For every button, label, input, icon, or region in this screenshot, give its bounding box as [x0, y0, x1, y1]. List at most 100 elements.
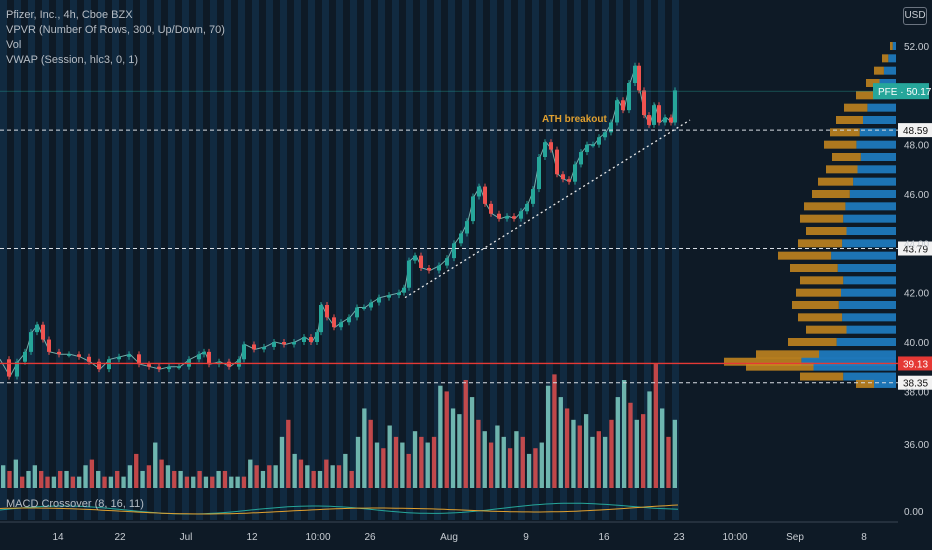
session-band — [238, 0, 245, 520]
volume-bar — [235, 476, 240, 488]
candle — [663, 117, 667, 123]
legend-vol[interactable]: Vol — [6, 39, 22, 51]
volume-bar — [77, 476, 82, 488]
candle — [669, 117, 673, 123]
candle — [579, 152, 583, 165]
x-tick-label: Aug — [440, 532, 458, 543]
candle — [252, 344, 256, 350]
x-tick-label: 9 — [523, 532, 529, 543]
session-band — [574, 0, 581, 520]
candle — [57, 351, 61, 355]
candle — [97, 361, 101, 370]
session-band — [672, 0, 679, 520]
vpvr-row-down — [812, 190, 850, 198]
volume-bar — [305, 465, 310, 488]
vpvr-row-down — [874, 66, 884, 75]
volume-bar — [539, 442, 544, 488]
x-tick-label: 22 — [114, 532, 126, 543]
vpvr-row-up — [836, 338, 896, 346]
volume-bar — [615, 397, 620, 488]
session-band — [294, 0, 301, 520]
session-band — [14, 0, 21, 520]
session-band — [476, 0, 483, 520]
volume-bar — [260, 470, 266, 488]
volume-bar — [216, 470, 221, 488]
macd-legend[interactable]: MACD Crossover (8, 16, 11) — [6, 498, 144, 510]
volume-bar — [628, 402, 633, 488]
volume-bar — [1, 465, 6, 488]
vpvr-row-up — [867, 103, 896, 112]
volume-bar — [476, 419, 481, 488]
volume-bar — [564, 408, 570, 488]
x-tick-label: 12 — [246, 532, 258, 543]
x-tick-label: Jul — [180, 532, 193, 543]
session-band — [504, 0, 511, 520]
volume-bar — [659, 408, 665, 488]
volume-bar — [292, 453, 297, 488]
candle — [597, 137, 601, 145]
volume-bar — [51, 476, 57, 488]
candle — [543, 142, 547, 157]
volume-bar — [96, 470, 101, 488]
candle — [512, 216, 516, 219]
volume-bar — [647, 391, 652, 488]
session-band — [532, 0, 539, 520]
candle — [387, 295, 391, 298]
vpvr-row-down — [826, 165, 858, 174]
vpvr-row-down — [832, 153, 861, 161]
candle — [319, 305, 323, 333]
vpvr-row-down — [756, 350, 819, 359]
candle — [157, 366, 161, 370]
y-tick-label: 46.00 — [904, 190, 929, 201]
volume-bar — [178, 470, 183, 488]
candle — [377, 297, 381, 303]
volume-bar — [273, 465, 278, 488]
vpvr-row-up — [813, 362, 896, 371]
legend-symbol[interactable]: Pfizer, Inc., 4h, Cboe BZX — [6, 9, 133, 21]
volume-bar — [58, 470, 63, 488]
candle — [657, 105, 661, 123]
legend-vwap[interactable]: VWAP (Session, hlc3, 0, 1) — [6, 54, 139, 66]
session-band — [644, 0, 651, 520]
volume-bar — [210, 476, 215, 488]
candle — [7, 359, 11, 377]
legend-vpvr[interactable]: VPVR (Number Of Rows, 300, Up/Down, 70) — [6, 24, 225, 36]
volume-bar — [412, 431, 418, 488]
candle — [272, 342, 276, 347]
candle — [591, 144, 595, 147]
currency-button[interactable]: USD — [903, 7, 927, 25]
candle — [637, 65, 641, 91]
vpvr-row-up — [846, 325, 896, 334]
vpvr-row-up — [859, 128, 896, 137]
vpvr-row-up — [846, 227, 896, 235]
volume-bar — [507, 448, 513, 488]
candle — [87, 356, 91, 362]
candle — [355, 307, 359, 318]
volume-bar — [545, 385, 551, 488]
level-tag-label: 39.13 — [903, 359, 928, 370]
candle — [35, 324, 39, 333]
session-band — [658, 0, 665, 520]
x-tick-label: 23 — [673, 532, 685, 543]
session-band — [42, 0, 49, 520]
vpvr-row-down — [882, 54, 889, 63]
volume-bar — [279, 436, 285, 488]
candle — [459, 233, 463, 244]
session-band — [154, 0, 161, 520]
candle — [497, 213, 501, 219]
volume-bar — [298, 459, 304, 488]
volume-bar — [324, 459, 329, 488]
session-band — [182, 0, 189, 520]
candle — [549, 142, 553, 150]
vpvr-row-up — [841, 288, 896, 297]
session-band — [84, 0, 91, 520]
volume-bar — [102, 476, 107, 488]
volume-bar — [552, 374, 557, 488]
vpvr-row-down — [804, 202, 846, 211]
vpvr-row-down — [790, 264, 838, 272]
x-tick-label: 26 — [364, 532, 376, 543]
session-band — [560, 0, 567, 520]
volume-bar — [127, 465, 133, 488]
level-tag-label: 48.59 — [903, 126, 928, 137]
